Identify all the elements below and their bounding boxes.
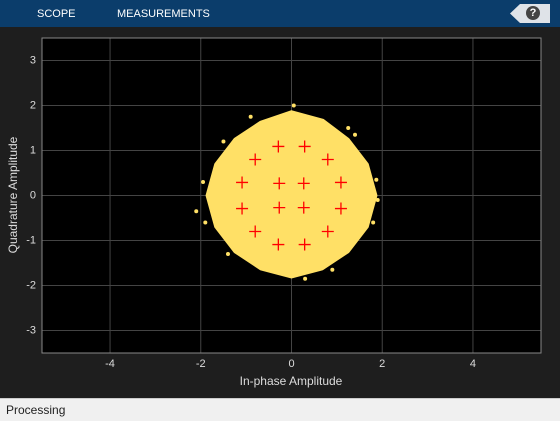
help-button[interactable]: ? <box>510 4 550 23</box>
reference-point <box>249 153 262 166</box>
signal-point <box>194 209 199 214</box>
status-text: Processing <box>6 403 66 417</box>
reference-point <box>297 177 310 190</box>
y-axis-label: Quadrature Amplitude <box>6 136 20 253</box>
tab[interactable]: SCOPE <box>37 8 76 20</box>
reference-point <box>321 153 334 166</box>
x-axis-label: In-phase Amplitude <box>240 374 343 388</box>
x-tick-label: 4 <box>470 358 476 370</box>
signal-point <box>201 180 206 184</box>
x-tick-label: 2 <box>379 358 385 370</box>
reference-point <box>334 202 347 215</box>
y-tick-label: 3 <box>30 54 36 66</box>
reference-point <box>321 225 334 238</box>
help-icon[interactable]: ? <box>526 6 540 20</box>
x-tick-label: -4 <box>105 358 115 370</box>
signal-point <box>248 114 253 119</box>
x-tick-label: -2 <box>196 358 206 370</box>
reference-point <box>273 177 286 190</box>
plot-frame <box>41 37 542 354</box>
reference-point <box>334 176 347 189</box>
signal-region <box>205 110 378 279</box>
signal-point <box>375 198 380 202</box>
signal-point <box>225 252 230 256</box>
y-tick-label: 1 <box>30 144 36 156</box>
reference-point <box>272 140 285 153</box>
x-tick-label: 0 <box>288 358 294 370</box>
signal-point <box>291 103 296 108</box>
reference-point <box>249 225 262 238</box>
signal-point <box>221 139 226 144</box>
signal-point <box>330 267 335 272</box>
signal-point <box>346 126 351 130</box>
reference-point <box>298 140 311 153</box>
y-tick-label: -3 <box>26 324 36 336</box>
signal-point <box>371 220 376 225</box>
signal-point <box>303 276 308 281</box>
y-tick-label: 2 <box>30 99 36 111</box>
toolbar: SCOPE MEASUREMENTS ? <box>0 0 560 27</box>
reference-point <box>236 176 249 189</box>
reference-point <box>297 201 310 214</box>
reference-point <box>236 202 249 215</box>
reference-point <box>273 201 286 214</box>
tab[interactable]: MEASUREMENTS <box>117 8 210 20</box>
y-tick-label: 0 <box>30 189 36 201</box>
signal-point <box>353 132 358 137</box>
reference-point <box>298 238 311 251</box>
status-bar: Processing <box>0 398 560 421</box>
reference-point <box>272 238 285 251</box>
y-tick-label: -2 <box>26 279 36 291</box>
y-tick-label: -1 <box>26 234 36 246</box>
signal-point <box>374 177 379 182</box>
chart: In-phase Amplitude Quadrature Amplitude … <box>6 37 542 388</box>
signal-point <box>203 220 208 225</box>
